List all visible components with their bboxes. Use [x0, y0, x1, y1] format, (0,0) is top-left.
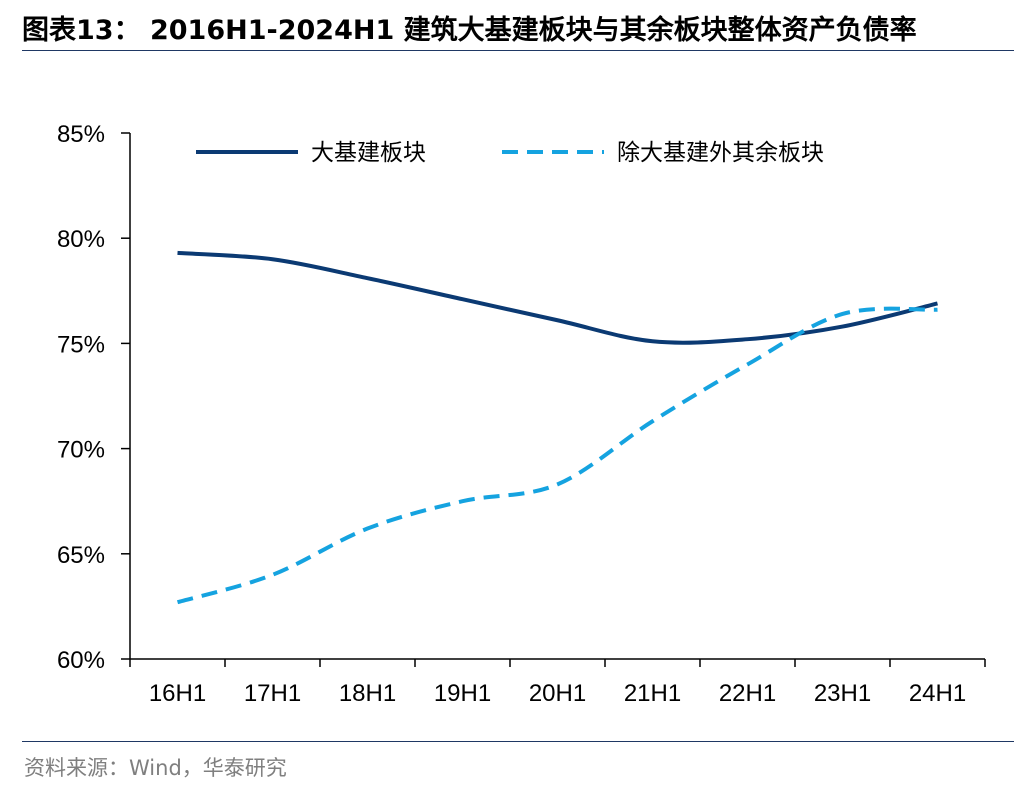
- x-tick-label: 24H1: [909, 680, 966, 707]
- data-point: [936, 301, 940, 305]
- data-point: [841, 312, 845, 316]
- data-point: [936, 308, 940, 312]
- chart-legend: 大基建板块 除大基建外其余板块: [196, 140, 824, 166]
- data-point: [841, 325, 845, 329]
- data-point: [556, 482, 560, 486]
- x-tick-label: 23H1: [814, 680, 871, 707]
- data-point: [461, 297, 465, 301]
- data-point: [366, 527, 370, 531]
- data-point: [176, 600, 180, 604]
- x-tick-label: 20H1: [529, 680, 586, 707]
- source-divider: [22, 741, 1014, 742]
- y-tick-label: 85%: [57, 121, 105, 148]
- data-point: [461, 499, 465, 503]
- data-point: [556, 318, 560, 322]
- y-tick-label: 80%: [57, 226, 105, 253]
- data-point: [651, 339, 655, 343]
- x-tick-label: 17H1: [244, 680, 301, 707]
- x-tick-label: 21H1: [624, 680, 681, 707]
- data-point: [651, 419, 655, 423]
- y-tick-label: 70%: [57, 437, 105, 464]
- page-title: 图表13： 2016H1-2024H1 建筑大基建板块与其余板块整体资产负债率: [22, 15, 917, 46]
- legend-label: 大基建板块: [311, 140, 426, 166]
- x-tick-label: 22H1: [719, 680, 776, 707]
- line-chart: 60% 65% 70% 75% 80% 85% 16H1 17H1 18H1 19H1 20H1 21…: [57, 121, 986, 707]
- x-tick-label: 19H1: [434, 680, 491, 707]
- data-point: [366, 276, 370, 280]
- y-tick-label: 60%: [57, 647, 105, 674]
- data-point: [176, 251, 180, 255]
- x-tick-label: 18H1: [339, 680, 396, 707]
- title-divider: [22, 50, 1014, 51]
- series-line-infrastructure: [177, 250, 938, 345]
- data-point: [271, 573, 275, 577]
- y-tick-label: 65%: [57, 542, 105, 569]
- chart-axes: 60% 65% 70% 75% 80% 85% 16H1 17H1 18H1 19H1 20H1 21…: [57, 121, 986, 707]
- data-point: [746, 337, 750, 341]
- source-note: 资料来源：Wind，华泰研究: [24, 756, 287, 780]
- series-line-other-sectors: [176, 306, 938, 605]
- data-point: [746, 362, 750, 366]
- y-tick-label: 75%: [57, 331, 105, 358]
- chart-series: [176, 250, 940, 605]
- data-point: [271, 257, 275, 261]
- x-tick-label: 16H1: [149, 680, 206, 707]
- legend-label: 除大基建外其余板块: [617, 140, 824, 166]
